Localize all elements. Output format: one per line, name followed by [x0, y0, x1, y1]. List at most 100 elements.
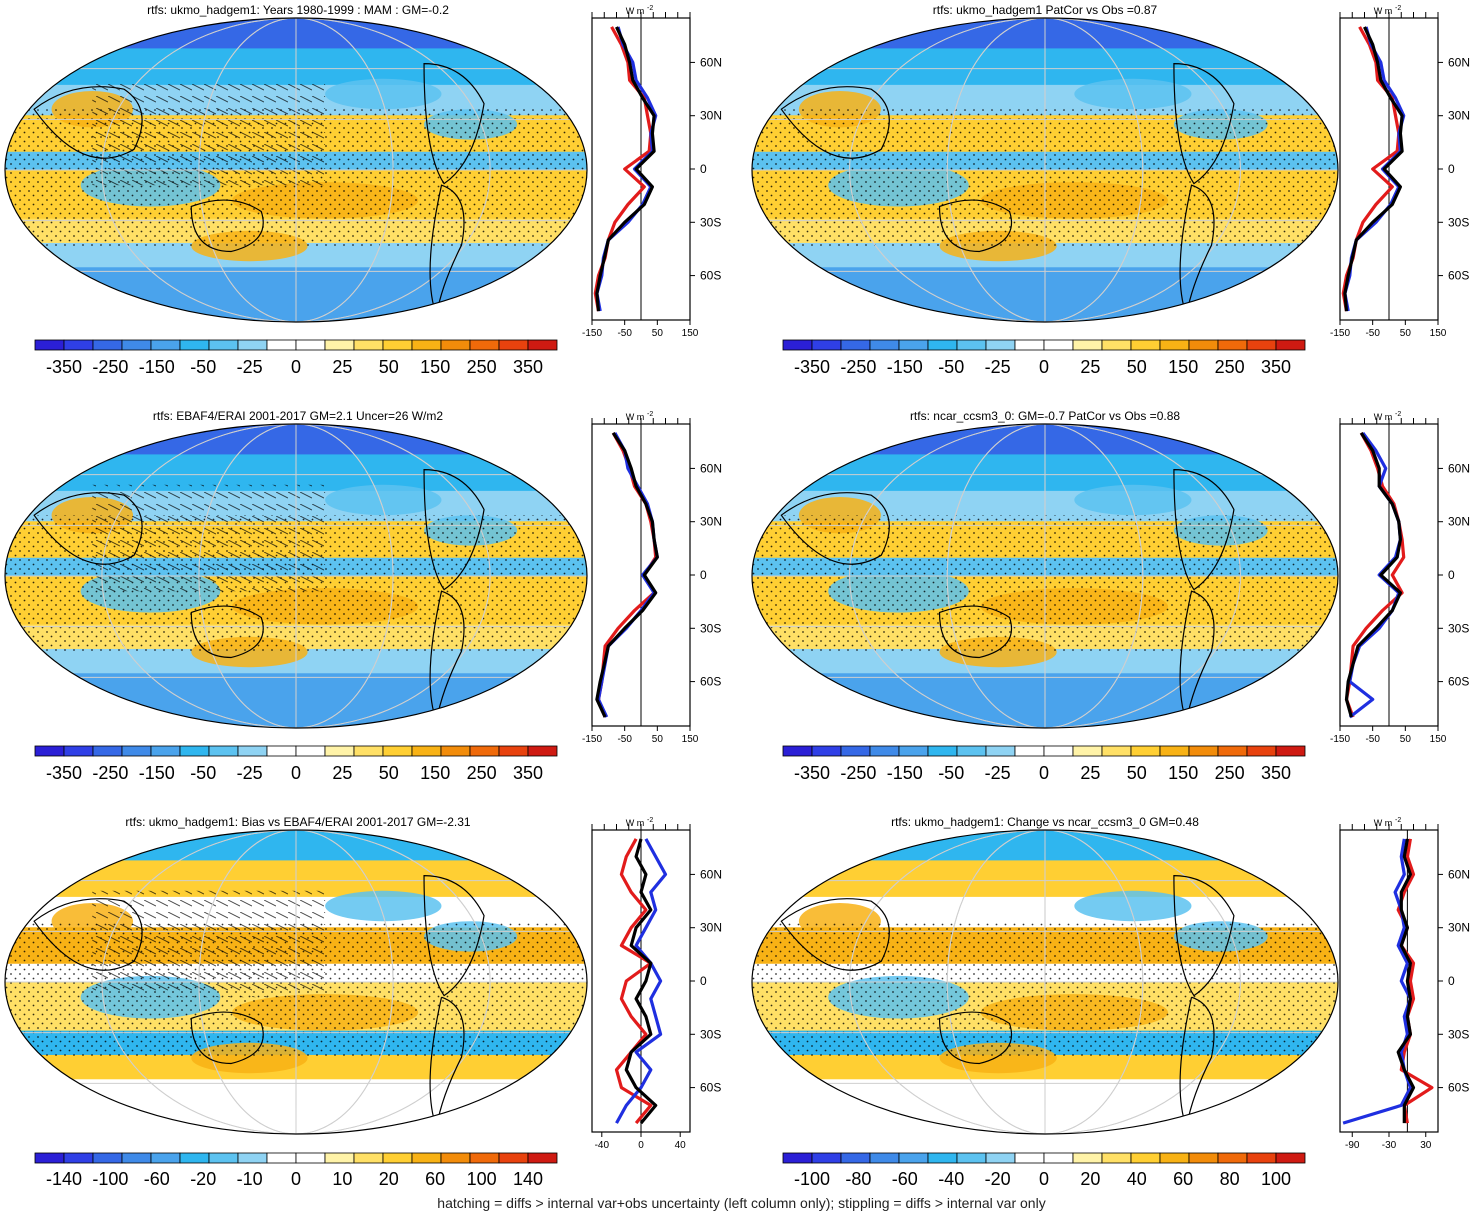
map-field: [5, 830, 587, 1134]
colorbar-swatch: [179, 745, 210, 757]
colorbar-swatch: [469, 339, 500, 351]
zonal-mean-plot: W m -2 -90 -30 30 60N 30N 0 30S 60S: [1339, 817, 1470, 1151]
colorbar-swatch: [150, 339, 181, 351]
colorbar-swatch: [956, 745, 987, 757]
colorbar-label: -250: [92, 763, 128, 783]
zonal-lat-label: 30S: [1448, 621, 1469, 635]
colorbar-swatch: [782, 1152, 813, 1164]
colorbar-label: 40: [1127, 1169, 1147, 1189]
colorbar-swatch: [63, 745, 94, 757]
colorbar-label: -25: [985, 763, 1011, 783]
colorbar-label: 60: [1173, 1169, 1193, 1189]
colorbar-swatch: [121, 1152, 152, 1164]
zonal-unit-superscript: -2: [1395, 5, 1401, 12]
colorbar-swatch: [811, 339, 842, 351]
colorbar-label: 0: [1039, 1169, 1049, 1189]
colorbar-swatch: [927, 1152, 958, 1164]
colorbar-swatch: [1159, 1152, 1190, 1164]
colorbar-label: -150: [139, 357, 175, 377]
colorbar-label: -350: [794, 763, 830, 783]
colorbar-swatch: [1159, 339, 1190, 351]
colorbar-swatch: [121, 745, 152, 757]
panel-title: rtfs: EBAF4/ERAI 2001-2017 GM=2.1 Uncer=…: [152, 409, 444, 423]
colorbar-swatch: [353, 745, 384, 757]
colorbar-label: 150: [420, 763, 450, 783]
colorbar-swatch: [121, 339, 152, 351]
colorbar-swatch: [266, 745, 297, 757]
map-field: [5, 18, 587, 322]
zonal-x-tick-label: 150: [682, 734, 699, 745]
zonal-lat-label: 30S: [1448, 215, 1469, 229]
zonal-series-line: [615, 838, 668, 1124]
colorbar-swatch: [179, 1152, 210, 1164]
colorbar-label: -100: [794, 1169, 830, 1189]
zonal-lat-label: 60S: [1448, 269, 1469, 283]
zonal-series-line: [624, 838, 658, 1125]
colorbar-swatch: [353, 1152, 384, 1164]
zonal-lat-label: 0: [1448, 568, 1455, 582]
colorbar-label: 50: [379, 763, 399, 783]
colorbar-swatch: [840, 1152, 871, 1164]
zonal-lat-label: 0: [700, 568, 707, 582]
colorbar-swatch: [869, 339, 900, 351]
zonal-x-tick-label: -150: [1330, 328, 1350, 339]
colorbar-swatch: [469, 1152, 500, 1164]
panel-title: rtfs: ukmo_hadgem1 PatCor vs Obs =0.87: [932, 3, 1158, 17]
colorbar-swatch: [34, 1152, 65, 1164]
zonal-x-tick-label: 40: [675, 1140, 687, 1151]
colorbar-swatch: [63, 339, 94, 351]
colorbar-swatch: [1072, 1152, 1103, 1164]
colorbar-label: 20: [1080, 1169, 1100, 1189]
colorbar-swatch: [208, 745, 239, 757]
zonal-series-line: [1343, 26, 1404, 312]
colorbar-swatch: [237, 339, 268, 351]
colorbar-label: 60: [425, 1169, 445, 1189]
colorbar-swatch: [440, 745, 471, 757]
colorbar-swatch: [1188, 1152, 1219, 1164]
colorbar-swatch: [898, 745, 929, 757]
colorbar-label: -25: [237, 357, 263, 377]
panel-title: rtfs: ukmo_hadgem1: Bias vs EBAF4/ERAI 2…: [125, 815, 471, 829]
colorbar-swatch: [1101, 1152, 1132, 1164]
zonal-series-line: [596, 432, 659, 718]
zonal-lat-label: 60S: [1448, 1081, 1469, 1095]
colorbar-label: 25: [1080, 763, 1100, 783]
colorbar-swatch: [92, 1152, 123, 1164]
colorbar-swatch: [324, 745, 355, 757]
colorbar-swatch: [92, 339, 123, 351]
colorbar-swatch: [1275, 745, 1306, 757]
colorbar-swatch: [295, 745, 326, 757]
colorbar-label: -60: [144, 1169, 170, 1189]
colorbar-swatch: [208, 339, 239, 351]
colorbar-swatch: [927, 339, 958, 351]
zonal-x-tick-label: 150: [1430, 328, 1447, 339]
zonal-series-line: [1344, 432, 1403, 718]
colorbar-swatch: [985, 745, 1016, 757]
colorbar-swatch: [411, 339, 442, 351]
zonal-x-tick-label: 50: [1400, 328, 1412, 339]
zonal-x-tick-label: 150: [1430, 734, 1447, 745]
zonal-x-tick-label: -150: [582, 328, 602, 339]
zonal-lat-label: 60S: [700, 675, 721, 689]
colorbar-label: -140: [46, 1169, 82, 1189]
zonal-mean-plot: W m -2 -150 -50 50 150 60N 30N 0 30S 60S: [1330, 5, 1470, 339]
colorbar-swatch: [1130, 745, 1161, 757]
colorbar-label: -50: [190, 763, 216, 783]
zonal-lat-label: 0: [700, 162, 707, 176]
zonal-x-tick-label: -50: [1365, 734, 1380, 745]
colorbar-swatch: [295, 339, 326, 351]
colorbar-swatch: [324, 1152, 355, 1164]
zonal-lat-label: 60N: [700, 461, 722, 475]
colorbar-label: -350: [46, 763, 82, 783]
map-field: [5, 424, 587, 728]
colorbar-label: 0: [291, 763, 301, 783]
zonal-lat-label: 30S: [700, 621, 721, 635]
zonal-lat-label: 60S: [1448, 675, 1469, 689]
zonal-series-line: [595, 26, 656, 312]
zonal-x-tick-label: -50: [617, 328, 632, 339]
colorbar-swatch: [382, 1152, 413, 1164]
colorbar-swatch: [92, 745, 123, 757]
zonal-lat-label: 60S: [700, 269, 721, 283]
